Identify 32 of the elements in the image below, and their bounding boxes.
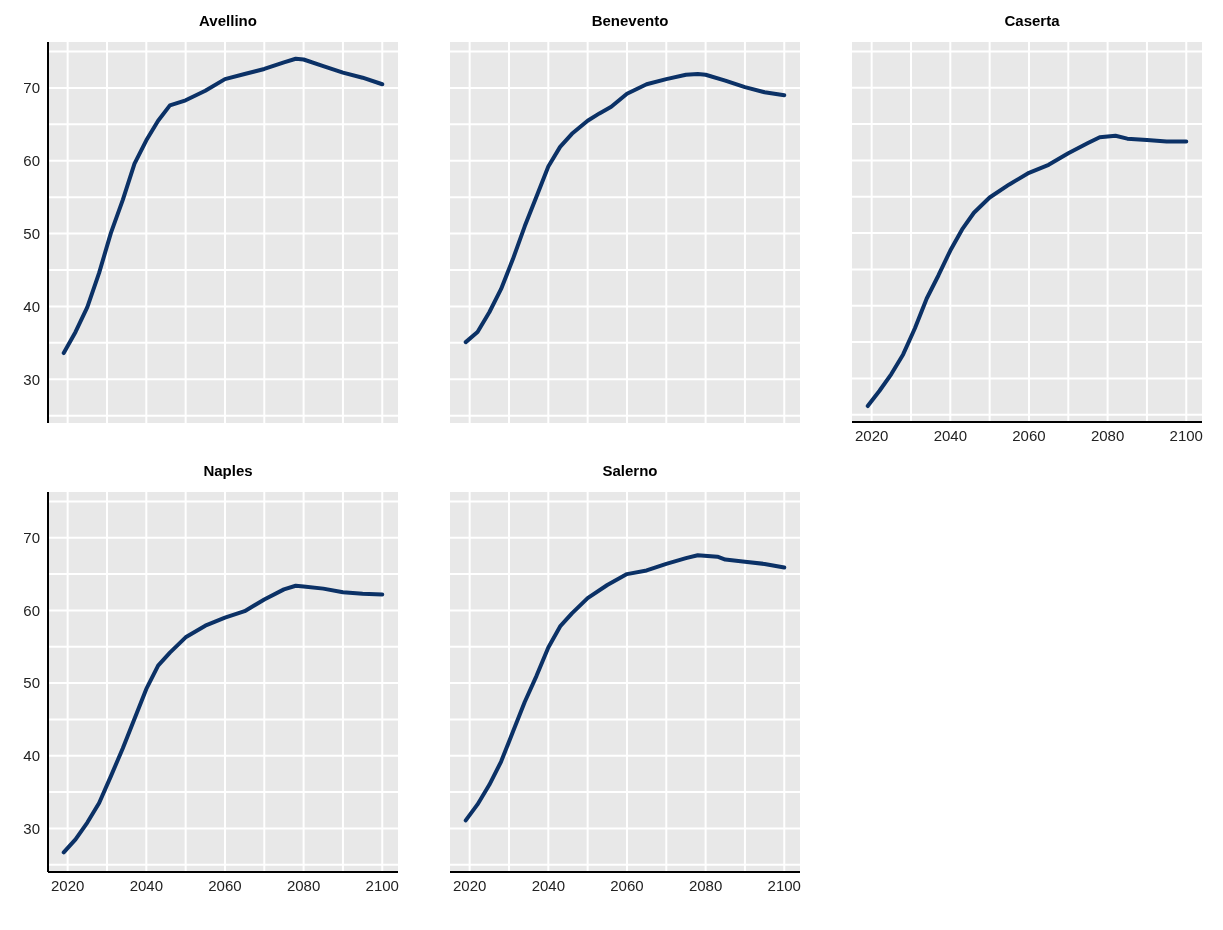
x-tick-label: 2100 xyxy=(365,876,399,894)
chart-title: Avellino xyxy=(198,12,258,31)
y-tick-label: 70 xyxy=(23,79,40,97)
x-tick-label: 2060 xyxy=(1012,426,1046,444)
line-series xyxy=(61,56,385,356)
y-tick-label: 60 xyxy=(23,152,40,170)
line-series xyxy=(61,583,385,855)
x-tick-label: 2100 xyxy=(767,876,801,894)
x-tick-label: 2020 xyxy=(452,876,487,894)
x-tick-label: 2020 xyxy=(50,876,85,894)
chart-title: Benevento xyxy=(590,12,670,31)
x-tick-label: 2060 xyxy=(208,876,242,894)
x-tick-label: 2040 xyxy=(933,426,967,444)
x-tick-label: 2060 xyxy=(610,876,644,894)
y-tick-label: 30 xyxy=(23,370,40,388)
y-tick-label: 50 xyxy=(23,674,40,692)
chart-title: Salerno xyxy=(601,462,659,481)
x-tick-label: 2040 xyxy=(531,876,565,894)
x-tick-label: 2080 xyxy=(286,876,321,894)
y-tick-label: 50 xyxy=(23,224,40,242)
x-tick-label: 2080 xyxy=(688,876,723,894)
y-tick-label: 40 xyxy=(23,747,40,765)
chart-title: Naples xyxy=(202,462,254,481)
y-tick-label: 40 xyxy=(23,297,40,315)
chart-title: Caserta xyxy=(1003,12,1061,31)
x-tick-label: 2080 xyxy=(1090,426,1125,444)
y-tick-label: 70 xyxy=(23,529,40,547)
x-tick-label: 2100 xyxy=(1169,426,1203,444)
x-tick-label: 2040 xyxy=(129,876,163,894)
x-tick-label: 2020 xyxy=(854,426,889,444)
y-tick-label: 60 xyxy=(23,601,40,619)
y-tick-label: 30 xyxy=(23,819,40,837)
